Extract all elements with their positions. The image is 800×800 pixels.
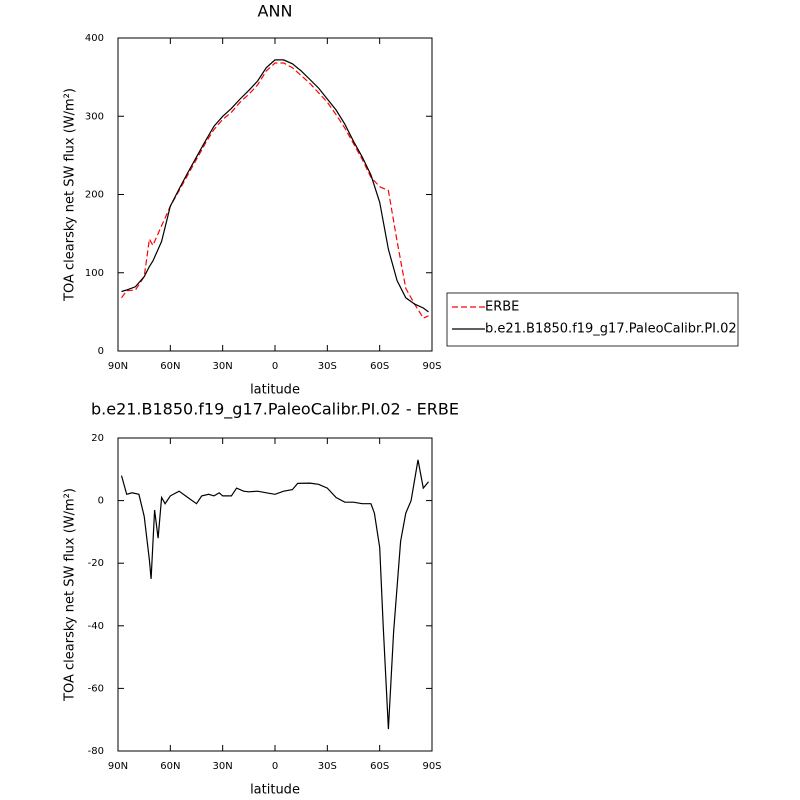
x-tick-label: 90S [422,361,441,372]
y-tick-label: -80 [88,746,104,757]
x-tick-label: 60S [370,361,389,372]
plot-frame [117,437,433,752]
plot-frame [117,37,433,352]
x-tick-label: 60N [160,761,180,772]
legend-label: ERBE [485,300,519,315]
x-tick-label: 90S [422,761,441,772]
y-tick-label: 300 [85,111,104,122]
chart-title: ANN [258,2,293,21]
y-tick-label: 100 [85,268,104,279]
y-tick-label: -60 [88,683,104,694]
x-tick-label: 30S [318,761,337,772]
y-tick-label: 20 [91,433,104,444]
legend-label: b.e21.B1850.f19_g17.PaleoCalibr.PI.02 [485,322,737,337]
x-tick-label: 90N [108,761,128,772]
x-tick-label: 30N [213,761,233,772]
data-line [120,459,429,730]
y-tick-label: -40 [88,621,104,632]
y-tick-label: 0 [98,346,104,357]
data-line [121,59,429,313]
x-tick-label: 0 [272,361,278,372]
y-axis-label: TOA clearsky net SW flux (W/m²) [63,88,78,302]
y-tick-label: -20 [88,558,104,569]
x-tick-label: 30N [213,361,233,372]
x-tick-label: 60S [370,761,389,772]
data-line [121,62,429,319]
legend-box [446,292,739,347]
x-tick-label: 30S [318,361,337,372]
x-axis-label: latitude [250,783,300,798]
y-tick-label: 200 [85,190,104,201]
y-axis-label: TOA clearsky net SW flux (W/m²) [63,488,78,702]
y-tick-label: 0 [98,496,104,507]
y-tick-label: 400 [85,33,104,44]
x-axis-label: latitude [250,383,300,398]
x-tick-label: 90N [108,361,128,372]
chart-title: b.e21.B1850.f19_g17.PaleoCalibr.PI.02 - … [91,400,459,420]
x-tick-label: 60N [160,361,180,372]
x-tick-label: 0 [272,761,278,772]
